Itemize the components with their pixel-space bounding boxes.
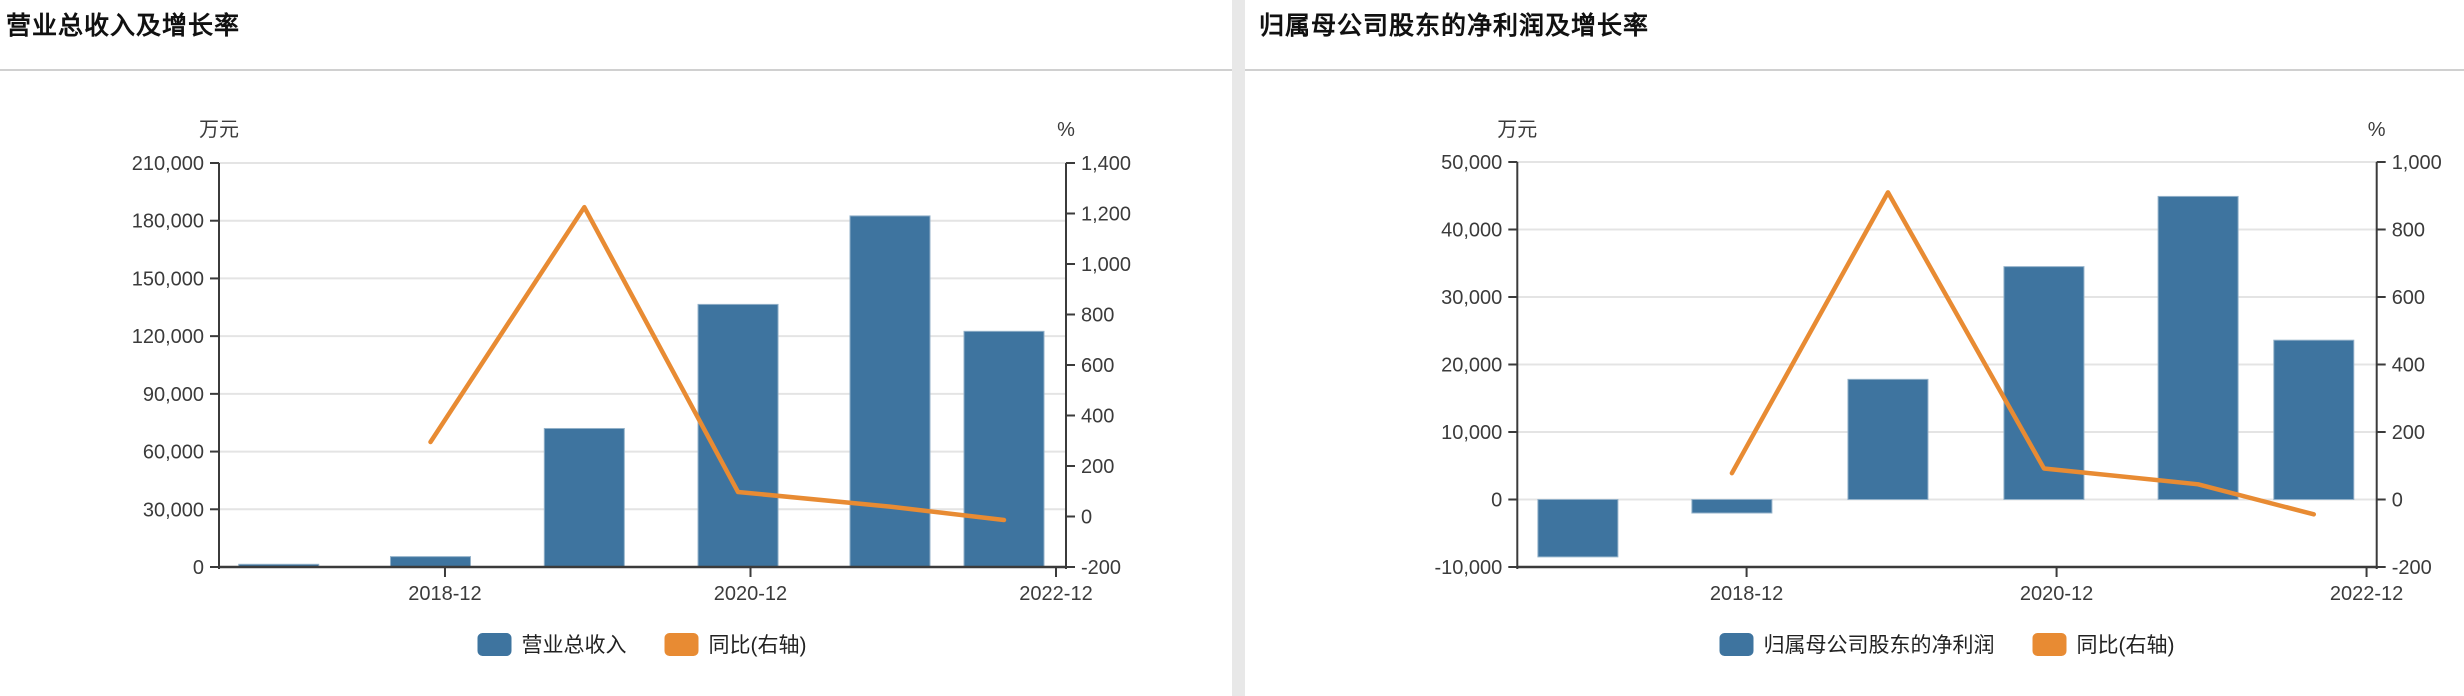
svg-text:90,000: 90,000 [143, 384, 204, 406]
revenue-chart: 0 30,000 60,000 90,000 120,000 150,000 180,000… [132, 119, 1131, 605]
svg-text:600: 600 [1081, 355, 1114, 377]
svg-text:180,000: 180,000 [132, 211, 204, 233]
svg-text:%: % [1057, 119, 1075, 141]
panel-separator [1232, 0, 1245, 696]
svg-text:2018-12: 2018-12 [408, 583, 481, 605]
svg-text:200: 200 [2392, 422, 2425, 444]
svg-text:120,000: 120,000 [132, 326, 204, 348]
net-profit-panel: 归属母公司股东的净利润及增长率 -10,000 0 10,000 20,000 30,0… [1245, 0, 2464, 696]
svg-text:800: 800 [1081, 305, 1114, 327]
legend-item-revenue[interactable]: 营业总收入 [477, 629, 627, 659]
net-profit-chart-title: 归属母公司股东的净利润及增长率 [1259, 12, 1650, 40]
svg-text:0: 0 [193, 557, 204, 579]
svg-text:0: 0 [1081, 507, 1092, 529]
legend-label: 同比(右轴) [2076, 634, 2175, 657]
svg-text:1,200: 1,200 [1081, 204, 1131, 226]
svg-text:2020-12: 2020-12 [714, 583, 787, 605]
svg-text:200: 200 [1081, 456, 1114, 478]
svg-text:0: 0 [1491, 490, 1502, 512]
svg-text:600: 600 [2392, 287, 2425, 309]
svg-text:万元: 万元 [1497, 119, 1537, 141]
svg-text:800: 800 [2392, 220, 2425, 242]
legend-label: 归属母公司股东的净利润 [1763, 634, 1995, 657]
legend-item-yoy[interactable]: 同比(右轴) [2032, 629, 2175, 659]
revenue-legend: 营业总收入 同比(右轴) [477, 629, 807, 659]
svg-text:2022-12: 2022-12 [1019, 583, 1092, 605]
svg-text:60,000: 60,000 [143, 442, 204, 464]
svg-text:20,000: 20,000 [1441, 355, 1502, 377]
bar-series-swatch-icon [477, 632, 512, 656]
title-divider [1245, 69, 2464, 71]
svg-text:210,000: 210,000 [132, 153, 204, 175]
revenue-chart-title: 营业总收入及增长率 [6, 12, 241, 40]
bar-series-swatch-icon [1719, 632, 1754, 656]
svg-text:1,400: 1,400 [1081, 153, 1131, 175]
svg-text:-200: -200 [2392, 557, 2432, 579]
svg-text:1,000: 1,000 [1081, 254, 1131, 276]
svg-text:30,000: 30,000 [143, 499, 204, 521]
svg-text:30,000: 30,000 [1441, 287, 1502, 309]
svg-text:2020-12: 2020-12 [2020, 583, 2093, 605]
svg-text:50,000: 50,000 [1441, 152, 1502, 174]
svg-text:40,000: 40,000 [1441, 220, 1502, 242]
svg-text:0: 0 [2392, 490, 2403, 512]
svg-text:400: 400 [1081, 406, 1114, 428]
svg-text:2022-12: 2022-12 [2330, 583, 2403, 605]
svg-text:%: % [2368, 119, 2386, 141]
svg-text:2018-12: 2018-12 [1710, 583, 1783, 605]
revenue-panel: 营业总收入及增长率 0 30,000 60,000 90,000 120,000 150,… [0, 12, 1232, 659]
net-profit-chart: -10,000 0 10,000 20,000 30,000 40,000 50,000 -2… [1434, 119, 2442, 605]
legend-item-yoy[interactable]: 同比(右轴) [664, 629, 807, 659]
svg-text:万元: 万元 [199, 119, 239, 141]
svg-text:150,000: 150,000 [132, 268, 204, 290]
net-profit-legend: 归属母公司股东的净利润 同比(右轴) [1719, 629, 2175, 659]
legend-item-net-profit[interactable]: 归属母公司股东的净利润 [1719, 629, 1995, 659]
svg-text:1,000: 1,000 [2392, 152, 2442, 174]
title-divider [0, 69, 1232, 71]
legend-label: 同比(右轴) [708, 634, 807, 657]
svg-text:-200: -200 [1081, 557, 1121, 579]
legend-label: 营业总收入 [521, 634, 627, 657]
svg-text:-10,000: -10,000 [1434, 557, 1502, 579]
line-series-swatch-icon [664, 632, 699, 656]
svg-text:400: 400 [2392, 355, 2425, 377]
line-series-swatch-icon [2032, 632, 2067, 656]
svg-text:10,000: 10,000 [1441, 422, 1502, 444]
